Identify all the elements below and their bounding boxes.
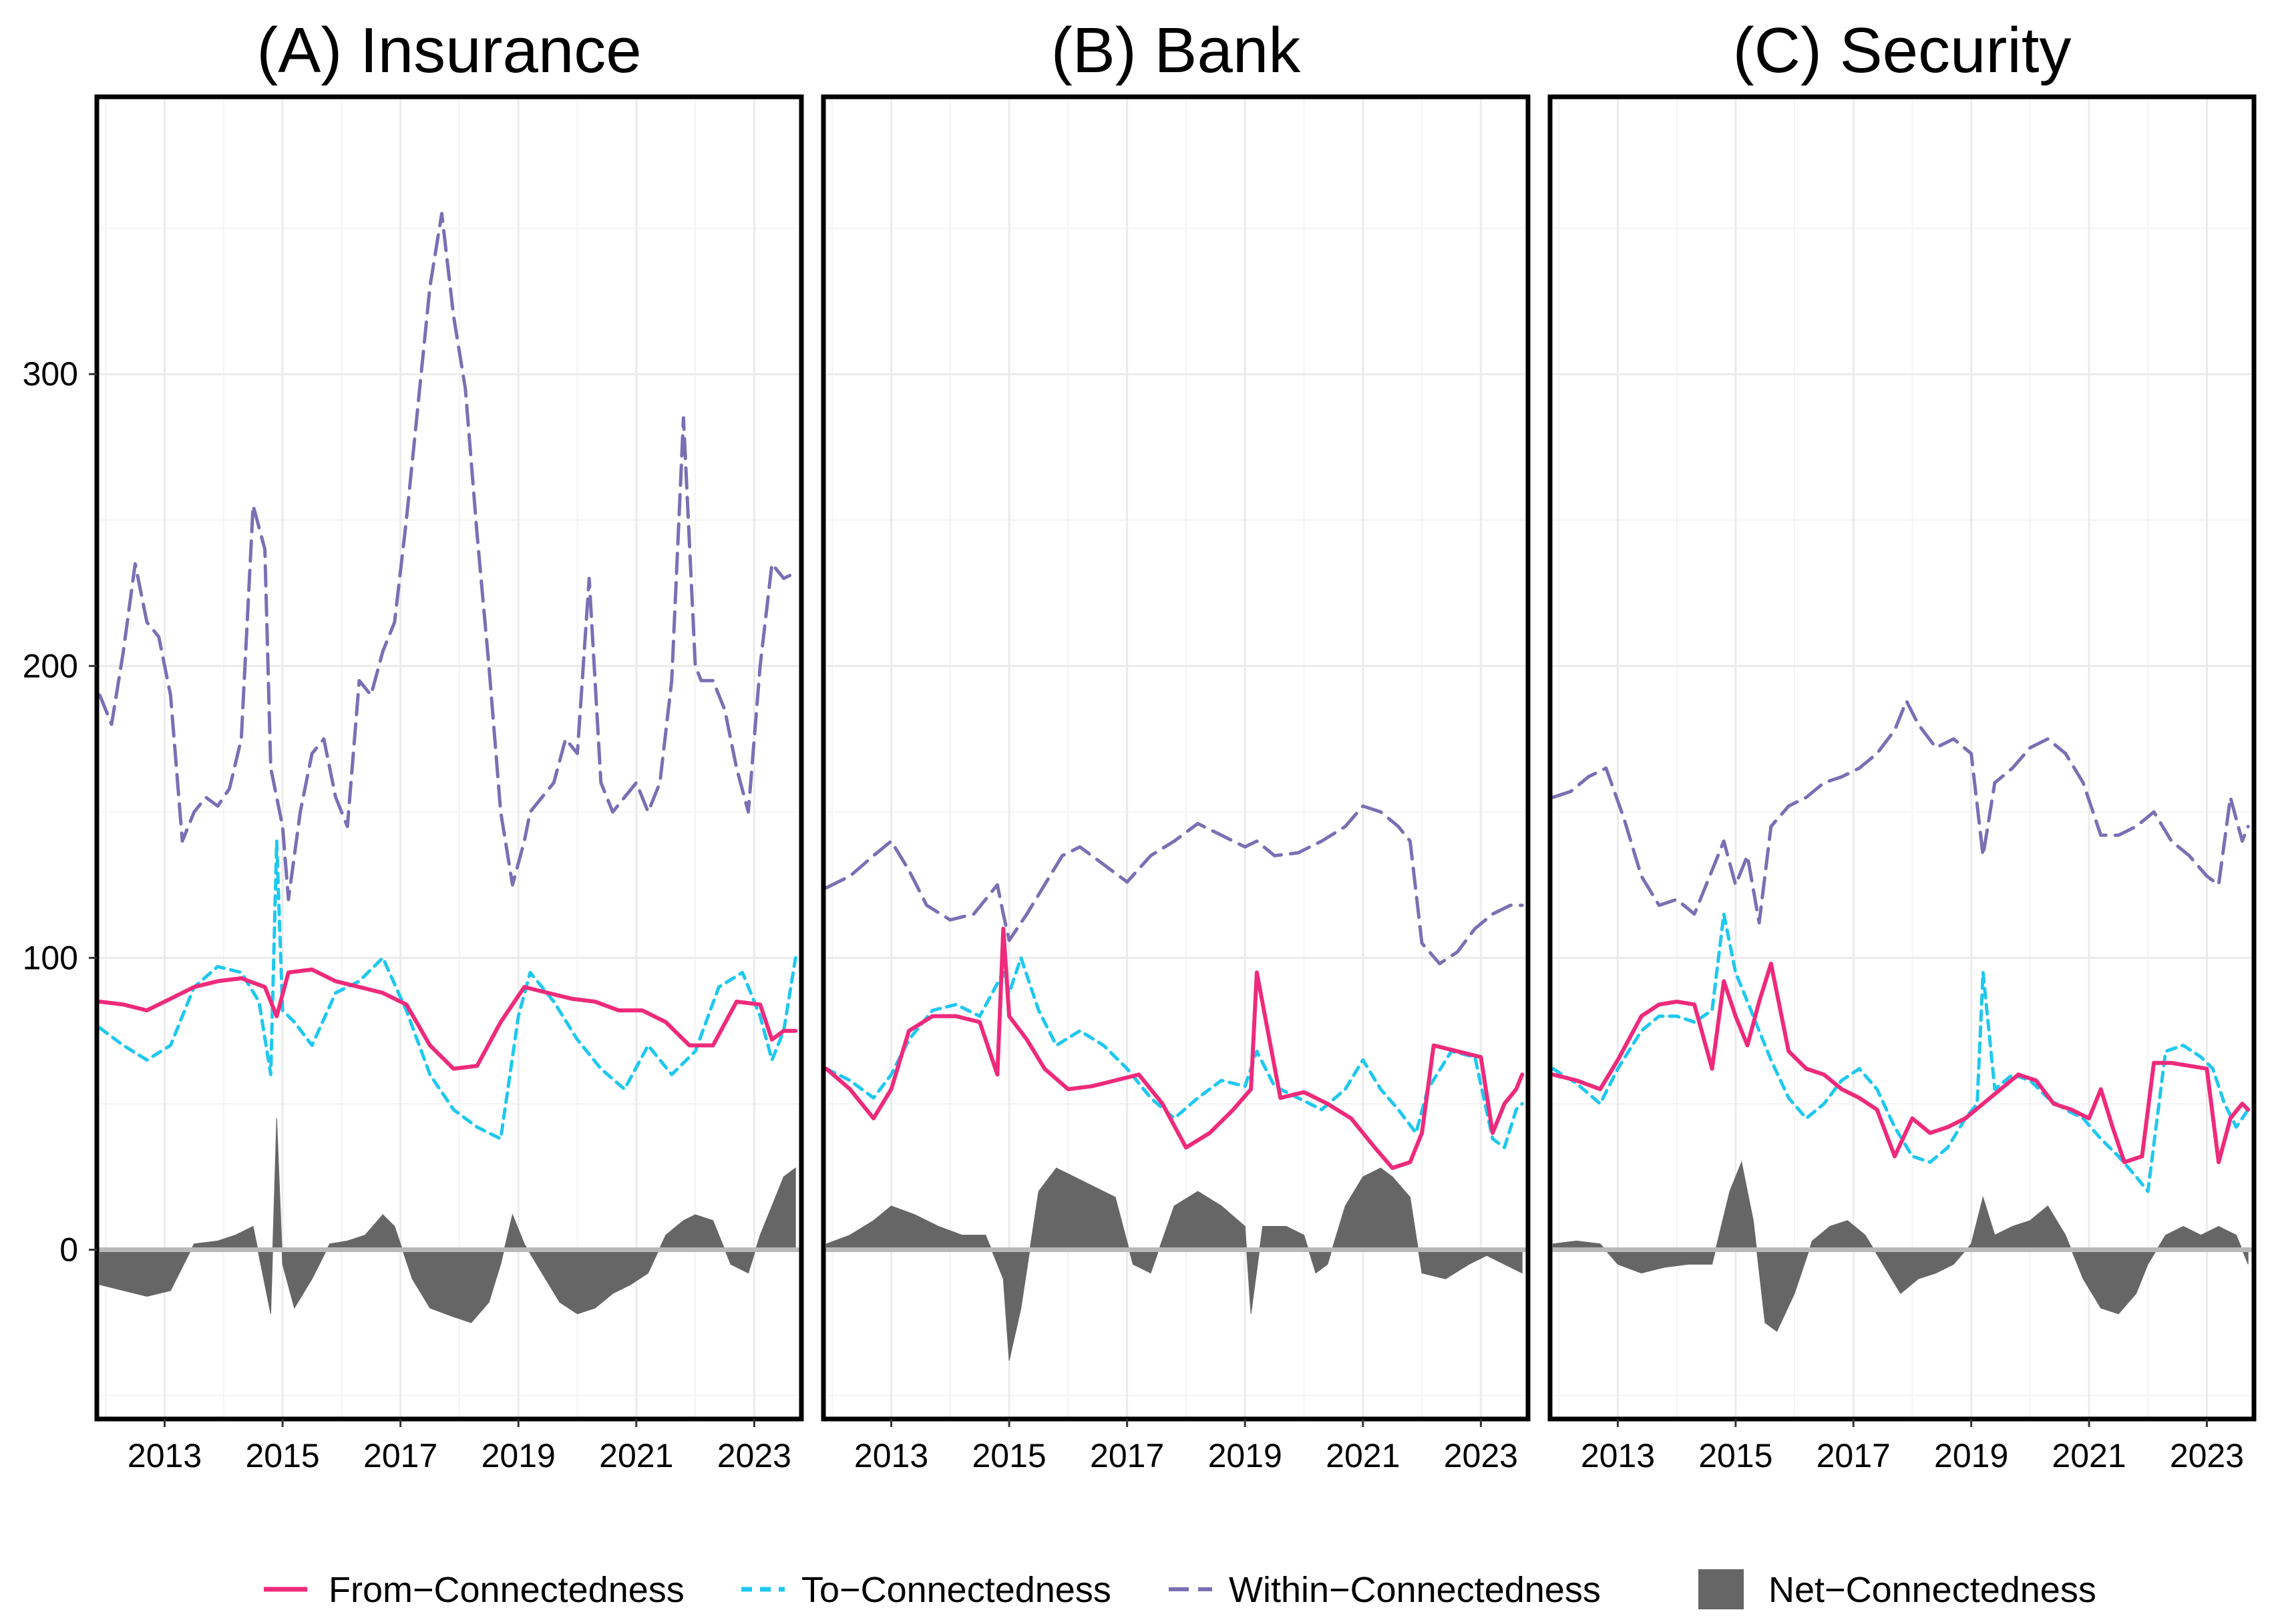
panel-title: (C) Security <box>1733 15 2072 86</box>
x-tick-label: 2015 <box>245 1437 319 1474</box>
y-tick-label: 0 <box>59 1231 78 1268</box>
y-tick-label: 100 <box>23 939 78 976</box>
panel-title: (B) Bank <box>1051 15 1301 86</box>
plot-area <box>1550 699 2254 1332</box>
x-tick-label: 2017 <box>363 1437 437 1474</box>
series-security-to-connectedness-line <box>1551 912 2250 1193</box>
x-tick-label: 2021 <box>2052 1437 2126 1474</box>
x-tick-label: 2021 <box>599 1437 673 1474</box>
legend-net-label: Net−Connectedness <box>1768 1570 2096 1610</box>
plot-area <box>97 212 801 1324</box>
plot-area <box>823 804 1528 1361</box>
plot-background <box>1550 97 2254 1419</box>
x-tick-label: 2013 <box>128 1437 202 1474</box>
x-tick-label: 2017 <box>1817 1437 1891 1474</box>
x-tick-label: 2019 <box>1208 1437 1282 1474</box>
plot-background <box>97 97 801 1419</box>
series-security-net-connectedness-area <box>1552 1161 2249 1332</box>
legend-to-label: To−Connectedness <box>801 1570 1111 1610</box>
legend-within-label: Within−Connectedness <box>1229 1570 1601 1610</box>
x-tick-label: 2017 <box>1090 1437 1164 1474</box>
y-tick-label: 200 <box>23 647 78 684</box>
legend: From−Connectedness To−Connectedness With… <box>264 1569 2096 1610</box>
x-tick-label: 2021 <box>1326 1437 1400 1474</box>
panel-frame <box>1547 94 2257 1422</box>
series-insurance-to-connectedness-line <box>98 839 797 1141</box>
panel-frame <box>94 94 804 1422</box>
y-tick-label: 300 <box>23 355 78 393</box>
series-security-within-connectedness-line <box>1551 699 2250 925</box>
series-insurance-net-connectedness-area <box>99 1118 796 1324</box>
x-tick-label: 2013 <box>854 1437 928 1474</box>
series-bank-from-connectedness-line <box>824 926 1525 1171</box>
x-tick-label: 2023 <box>1444 1437 1518 1474</box>
series-security-from-connectedness-line <box>1551 962 2251 1165</box>
panel-security: 2013 2015 2017 2019 2021 2023 (C) Security <box>1547 15 2257 1474</box>
x-tick-label: 2015 <box>972 1437 1046 1474</box>
panel-title: (A) Insurance <box>256 15 641 86</box>
x-tick-label: 2023 <box>2170 1437 2244 1474</box>
panel-insurance: 2013 2015 2017 2019 2021 2023 0 100 200 300 (A) In… <box>23 15 804 1474</box>
legend-net-swatch <box>1698 1569 1744 1609</box>
series-insurance-from-connectedness-line <box>98 967 798 1071</box>
panel-bank: 2013 2015 2017 2019 2021 2023 (B) Bank <box>821 15 1531 1474</box>
x-tick-label: 2019 <box>1934 1437 2008 1474</box>
series-bank-within-connectedness-line <box>824 804 1524 966</box>
x-tick-label: 2013 <box>1581 1437 1655 1474</box>
x-tick-label: 2015 <box>1698 1437 1772 1474</box>
x-tick-label: 2019 <box>482 1437 556 1474</box>
series-insurance-within-connectedness-line <box>98 212 797 901</box>
legend-from-label: From−Connectedness <box>329 1570 685 1610</box>
series-bank-net-connectedness-area <box>825 1167 1523 1361</box>
panel-frame <box>821 94 1531 1422</box>
x-tick-label: 2023 <box>717 1437 791 1474</box>
